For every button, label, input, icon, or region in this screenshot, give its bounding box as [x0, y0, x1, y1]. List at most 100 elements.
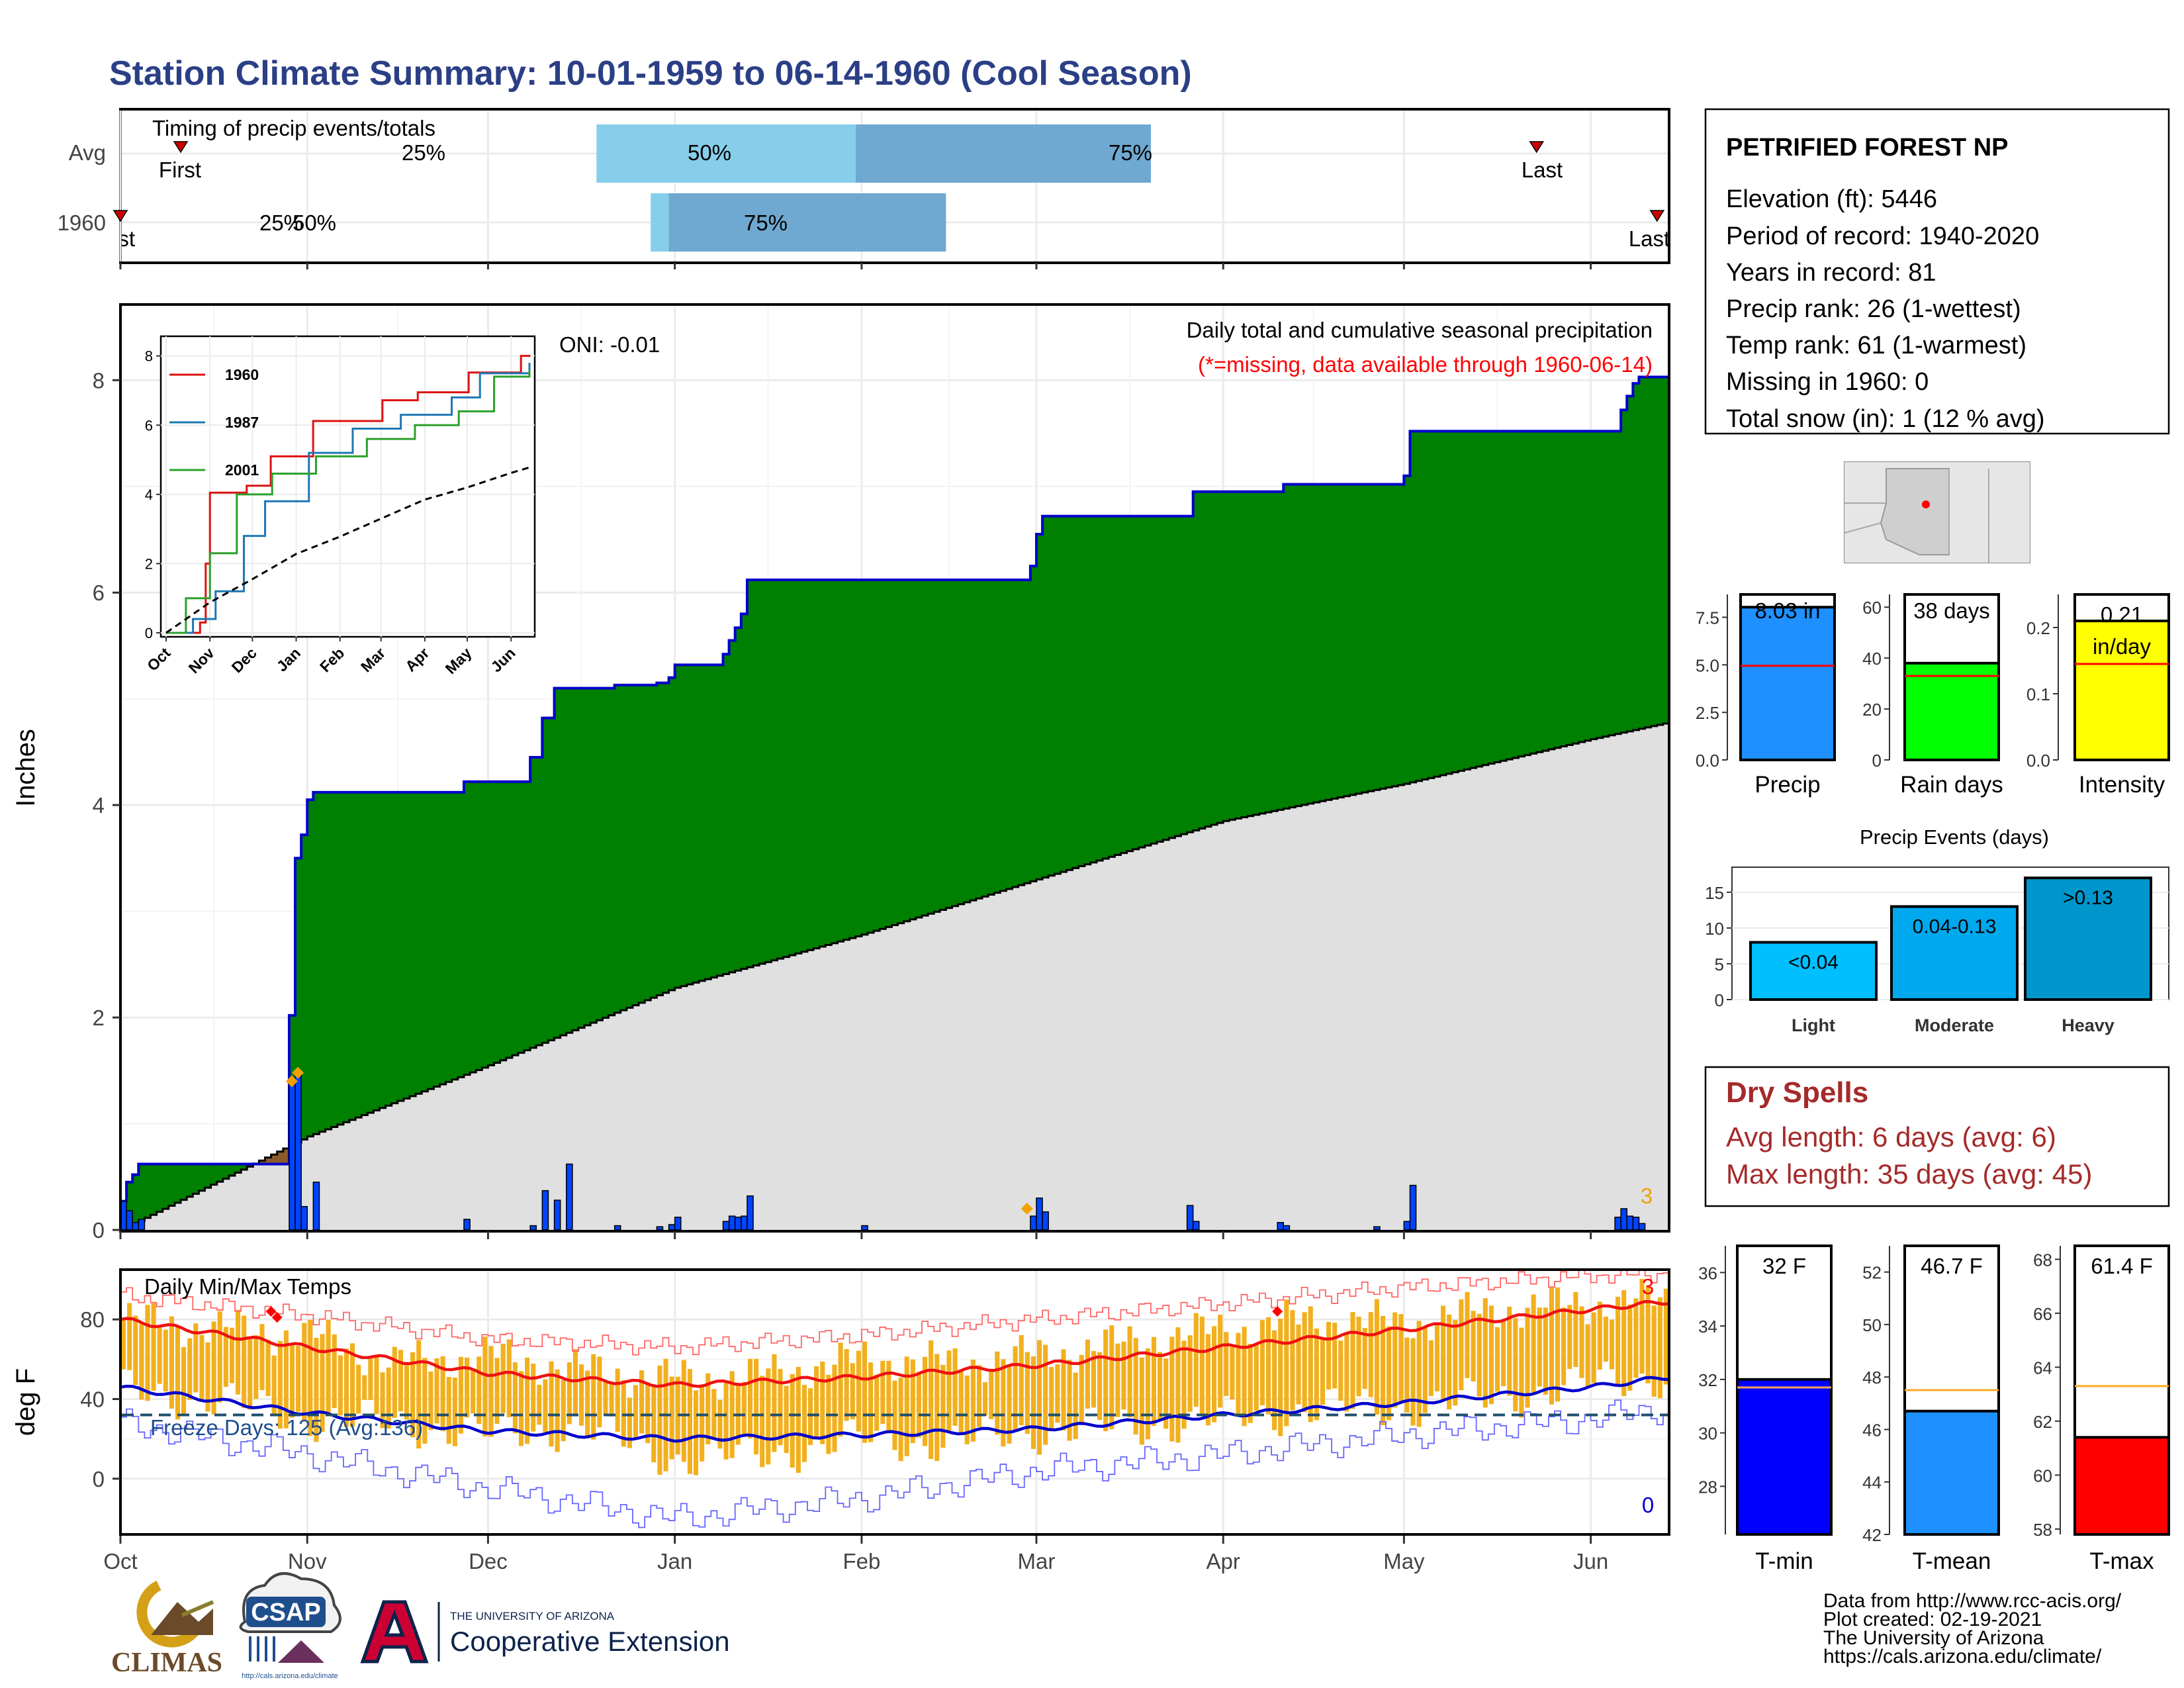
temp-y-axis: 0 40 80 — [80, 1307, 120, 1491]
daily-temp-bar — [199, 1335, 205, 1399]
daily-precip-bar — [289, 1080, 296, 1230]
daily-temp-bar — [1049, 1367, 1054, 1429]
daily-temp-bar — [621, 1380, 626, 1447]
daily-temp-bar — [1338, 1340, 1343, 1401]
daily-temp-bar — [874, 1374, 880, 1431]
daily-temp-bar — [862, 1341, 868, 1443]
events-bar-moderate — [1890, 905, 2019, 1002]
daily-temp-bar — [1639, 1278, 1645, 1374]
stat-y-tick-label: 2.5 — [1696, 703, 1719, 723]
daily-temp-bar — [790, 1374, 795, 1468]
daily-temp-bar — [205, 1342, 210, 1412]
daily-temp-bar — [1603, 1316, 1608, 1362]
stat-value-label: 8.03 in — [1754, 598, 1820, 623]
daily-temp-bar — [265, 1340, 271, 1396]
daily-precip-bar — [300, 1205, 308, 1230]
precip-y-tick-label: 0 — [93, 1218, 105, 1243]
temp-x-tick-label: Feb — [842, 1549, 880, 1573]
daily-temp-bar — [952, 1348, 958, 1426]
daily-temp-bar — [1453, 1319, 1458, 1406]
daily-temp-bar — [729, 1371, 735, 1458]
timing-bar-q25-q50 — [596, 124, 856, 183]
daily-temp-bar — [259, 1324, 265, 1391]
daily-temp-bar — [669, 1376, 674, 1460]
daily-temp-bar — [1199, 1316, 1205, 1416]
daily-temp-bar — [446, 1377, 451, 1444]
stat-value-label: 0.21 — [2101, 602, 2143, 627]
daily-temp-bar — [651, 1387, 657, 1462]
inset-legend-label: 1987 — [225, 414, 259, 431]
daily-temp-bar — [139, 1322, 144, 1400]
tmax-normal-line — [122, 1299, 1668, 1388]
daily-temp-bar — [1621, 1289, 1627, 1397]
station-line-precip-rank: Precip rank: 26 (1-wettest) — [1726, 295, 2021, 323]
temp-x-tick-label: Jan — [657, 1549, 692, 1573]
daily-temp-bar — [585, 1370, 590, 1438]
daily-temp-bar — [211, 1321, 216, 1415]
inset-lines — [165, 355, 531, 634]
daily-temp-bar — [1537, 1307, 1542, 1387]
daily-temp-bar — [995, 1351, 1000, 1435]
daily-temp-bar — [555, 1369, 560, 1452]
daily-temp-bar — [633, 1385, 639, 1439]
stat-y-tick-label: 20 — [1862, 700, 1882, 720]
station-line-period: Period of record: 1940-2020 — [1726, 222, 2039, 250]
timing-row-label-avg: Avg — [69, 140, 106, 165]
daily-temp-bar — [1519, 1327, 1524, 1418]
map-state-lines — [1844, 469, 1989, 563]
daily-temp-bar — [349, 1343, 355, 1427]
daily-temp-bar — [416, 1340, 422, 1449]
inset-line-2001 — [166, 369, 531, 634]
timing-markers — [113, 141, 1665, 222]
stat-bar — [2073, 1436, 2170, 1536]
events-category-label: Moderate — [1915, 1015, 1994, 1035]
precip-y-tick-label: 8 — [93, 368, 105, 393]
daily-precip-bar — [541, 1190, 549, 1230]
daily-temp-bar — [1001, 1359, 1006, 1447]
csap-wordmark: CSAP — [251, 1599, 321, 1626]
inset-y-tick-label: 2 — [145, 555, 153, 572]
daily-temp-bar — [639, 1370, 645, 1434]
daily-temp-bar — [1169, 1336, 1175, 1442]
stat-unit-label: in/day — [2093, 634, 2152, 659]
precip-total-box: 0.0 2.5 5.0 7.5 8.03 in Precip — [1696, 593, 1836, 798]
daily-temp-bar — [471, 1370, 476, 1414]
daily-temp-bar — [645, 1382, 651, 1444]
daily-temp-bar — [1477, 1313, 1482, 1397]
footer-source: Data from http://www.rcc-acis.org/ — [1823, 1590, 2122, 1612]
daily-temp-bar — [181, 1346, 187, 1415]
daily-temp-bar — [1127, 1326, 1132, 1418]
precip-y-tick-label: 4 — [93, 793, 105, 818]
snow-marker — [292, 1066, 304, 1079]
daily-temp-bar — [1513, 1318, 1518, 1412]
dry-spells-frame — [1704, 1066, 2170, 1207]
temp-x-axis: Oct Nov Dec Jan Feb Mar Apr May Jun — [103, 1536, 1608, 1573]
daily-precip-bar — [566, 1163, 573, 1230]
stat-y-tick-label: 32 — [1698, 1370, 1717, 1390]
stat-bar — [2073, 620, 2170, 761]
snow-marker — [285, 1075, 298, 1088]
daily-precip-bar — [126, 1210, 133, 1230]
stat-y-tick-label: 34 — [1698, 1317, 1717, 1336]
inset-y-tick-label: 0 — [145, 625, 153, 641]
daily-temp-bar — [392, 1346, 397, 1418]
timing-avg-q50: 50% — [688, 140, 731, 165]
snow-marker — [1021, 1202, 1033, 1215]
daily-temp-bar — [253, 1335, 259, 1399]
precip-missing-note: (*=missing, data available through 1960-… — [1198, 352, 1653, 377]
freeze-days: Freeze Days: 125 (Avg:136) — [150, 1415, 423, 1440]
daily-precip-bar — [1373, 1226, 1381, 1230]
daily-temp-bar — [796, 1366, 801, 1473]
daily-precip-bar — [1186, 1205, 1194, 1230]
station-line-temp-rank: Temp rank: 61 (1-warmest) — [1726, 332, 2026, 359]
stat-category-label: T-mean — [1913, 1548, 1991, 1574]
daily-temp-bar — [506, 1339, 512, 1417]
daily-temp-bar — [1139, 1357, 1144, 1445]
daily-temp-bar — [537, 1384, 542, 1425]
stat-value-label: 32 F — [1762, 1254, 1806, 1278]
daily-temp-bar — [1175, 1327, 1181, 1443]
daily-temp-bar — [1019, 1335, 1024, 1426]
daily-temp-bar — [163, 1329, 168, 1391]
footer-created: Plot created: 02-19-2021 — [1823, 1609, 2042, 1630]
daily-temp-bar — [603, 1380, 608, 1415]
